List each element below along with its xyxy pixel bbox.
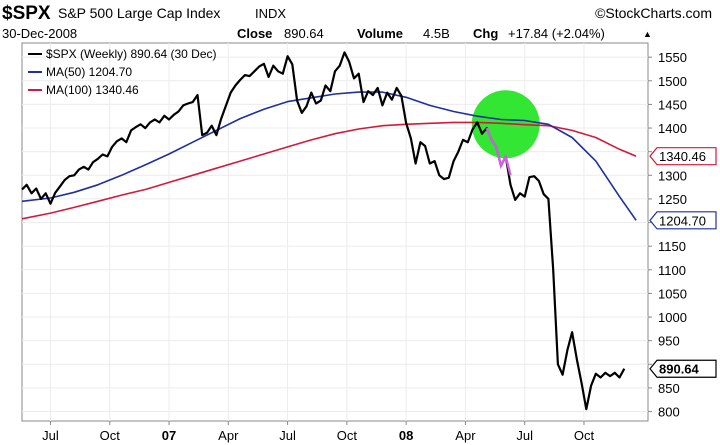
y-tick-label: 1050 bbox=[658, 286, 687, 301]
x-tick-label: Jul bbox=[42, 428, 59, 443]
price-tags: 1340.46 1204.70 890.64 bbox=[649, 147, 717, 378]
chart-name: S&P 500 Large Cap Index bbox=[58, 5, 220, 21]
y-tick-label: 1400 bbox=[658, 121, 687, 136]
chart-date: 30-Dec-2008 bbox=[2, 26, 77, 41]
close-label: Close bbox=[237, 26, 272, 41]
watermark: ©StockCharts.com bbox=[595, 5, 712, 21]
price-tag-label: 890.64 bbox=[659, 362, 700, 377]
y-tick-label: 1250 bbox=[658, 192, 687, 207]
series-line-ma100 bbox=[21, 121, 637, 220]
volume-label: Volume bbox=[357, 26, 403, 41]
grid bbox=[22, 43, 648, 421]
y-tick-label: 1300 bbox=[658, 168, 687, 183]
x-tick-label: Jul bbox=[279, 428, 296, 443]
volume-value: 4.5B bbox=[423, 26, 450, 41]
price-tag-box bbox=[649, 211, 717, 230]
legend: $SPX (Weekly) 890.64 (30 Dec) MA(50) 120… bbox=[28, 47, 217, 97]
y-tick-label: 800 bbox=[658, 405, 680, 420]
y-tick-label: 950 bbox=[658, 334, 680, 349]
up-arrow-icon: ▲ bbox=[643, 29, 652, 39]
x-tick-label: 07 bbox=[162, 428, 176, 443]
overlay-layer bbox=[485, 127, 512, 176]
legend-label-ma50: MA(50) 1204.70 bbox=[46, 65, 132, 79]
chg-label: Chg bbox=[473, 26, 498, 41]
y-tick-label: 850 bbox=[658, 381, 680, 396]
legend-label-spx: $SPX (Weekly) 890.64 (30 Dec) bbox=[46, 47, 217, 61]
close-value: 890.64 bbox=[284, 26, 324, 41]
x-tick-label: Apr bbox=[218, 428, 239, 443]
plot-area bbox=[21, 42, 649, 422]
series-line-spx bbox=[21, 51, 626, 411]
y-tick-label: 1000 bbox=[658, 310, 687, 325]
y-tick-label: 1150 bbox=[658, 239, 686, 254]
price-tag-label: 1204.70 bbox=[659, 213, 706, 228]
x-axis: Jul Oct 07 Apr Jul Oct 08 Apr Jul Oct bbox=[42, 421, 594, 443]
price-tag-label: 1340.46 bbox=[659, 149, 706, 164]
highlight-overlay-line bbox=[485, 127, 512, 176]
y-tick-label: 1100 bbox=[658, 263, 686, 278]
x-tick-label: Apr bbox=[455, 428, 476, 443]
y-tick-label: 1550 bbox=[658, 50, 687, 65]
chart-symbol: $SPX bbox=[2, 3, 51, 24]
legend-label-ma100: MA(100) 1340.46 bbox=[46, 83, 139, 97]
series-layer bbox=[21, 51, 637, 411]
x-tick-label: Jul bbox=[516, 428, 533, 443]
y-tick-label: 1450 bbox=[658, 97, 687, 112]
price-tag-box bbox=[649, 147, 717, 166]
y-tick-label: 1500 bbox=[658, 74, 687, 89]
price-tag-box bbox=[649, 359, 717, 378]
chg-value: +17.84 (+2.04%) bbox=[508, 26, 605, 41]
x-tick-label: Oct bbox=[337, 428, 358, 443]
series-line-ma50 bbox=[21, 91, 637, 221]
x-tick-label: Oct bbox=[574, 428, 595, 443]
y-axis: 8008509009501000105011001150120012501300… bbox=[648, 50, 687, 420]
chart-exchange: INDX bbox=[255, 6, 286, 21]
x-tick-label: Oct bbox=[100, 428, 121, 443]
x-tick-label: 08 bbox=[399, 428, 413, 443]
